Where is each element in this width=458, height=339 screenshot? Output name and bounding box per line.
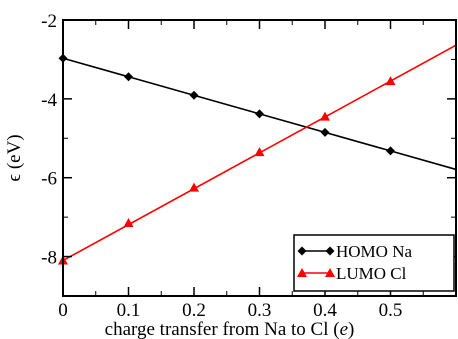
series-2-point — [254, 147, 265, 157]
series-1-point — [320, 127, 330, 137]
series-layer — [58, 44, 457, 265]
x-tick-label: 0.4 — [313, 300, 337, 321]
y-tick-label: -4 — [41, 90, 57, 111]
y-tick-label: -6 — [41, 169, 57, 190]
legend-marker — [297, 246, 307, 256]
legend-marker — [325, 268, 335, 277]
legend-marker — [325, 246, 335, 256]
y-axis-title: ϵ (eV) — [4, 134, 25, 181]
legend-label: HOMO Na — [336, 242, 412, 261]
series-1-point — [255, 109, 264, 119]
series-2-point — [320, 111, 330, 121]
x-axis-title-unit: e — [340, 319, 348, 339]
legend-marker — [297, 268, 307, 277]
x-tick-label: 0.1 — [117, 300, 141, 321]
legend-box — [293, 234, 455, 292]
y-tick-label: -2 — [41, 11, 57, 32]
x-axis-title: charge transfer from Na to Cl (e) — [105, 319, 355, 339]
legend-items: HOMO Na LUMO Cl — [297, 242, 412, 283]
x-tick-label: 0.2 — [182, 300, 206, 321]
series-1-point — [124, 72, 133, 82]
y-tick-label: -8 — [41, 248, 57, 269]
legend-label: LUMO Cl — [336, 264, 407, 283]
x-tick-label: 0.3 — [248, 300, 272, 321]
series-2-point — [123, 218, 134, 228]
series-2-point — [189, 182, 199, 192]
x-tick-label: 0.5 — [379, 300, 403, 321]
x-tick-label: 0 — [58, 300, 68, 321]
x-axis-title-close: ) — [348, 319, 354, 339]
legend: HOMO Na LUMO Cl — [293, 234, 455, 292]
series-1-point — [386, 146, 395, 156]
x-axis-title-main: charge transfer from Na to Cl ( — [105, 319, 340, 339]
series-1-point — [189, 90, 199, 100]
series-2-point — [385, 76, 396, 86]
